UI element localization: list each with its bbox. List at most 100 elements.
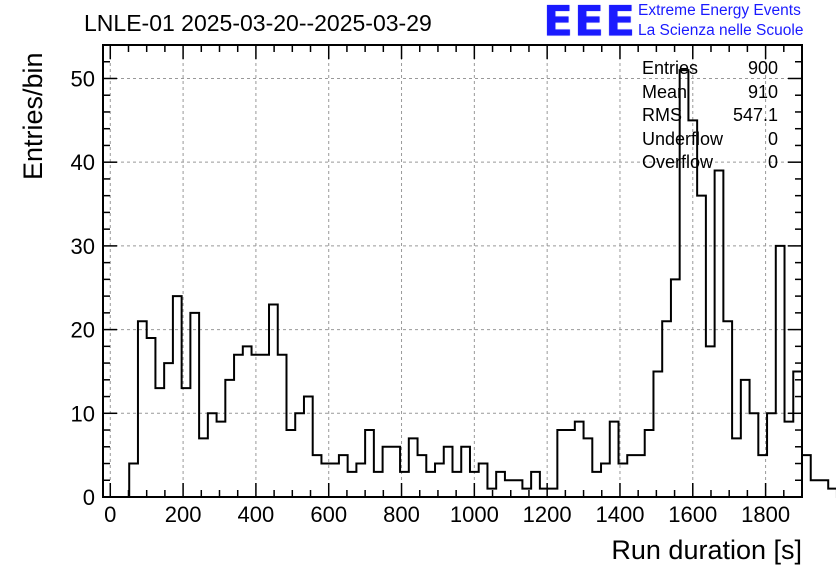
histogram-bin — [409, 438, 418, 497]
histogram-bin — [426, 472, 435, 497]
stat-key: Mean — [642, 81, 688, 102]
histogram-bin — [575, 422, 584, 497]
x-tick-label: 1200 — [523, 502, 572, 527]
histogram-bin — [715, 171, 724, 497]
histogram-bin — [199, 438, 208, 497]
histogram-bin — [269, 304, 278, 497]
histogram-bin — [304, 397, 313, 497]
histogram-bin — [496, 472, 505, 497]
x-tick-label: 1000 — [450, 502, 499, 527]
histogram-bin — [610, 422, 619, 497]
histogram-bin — [514, 480, 523, 497]
y-tick-label: 10 — [71, 401, 95, 426]
y-tick-label: 20 — [71, 318, 95, 343]
eee-logo: EEE — [543, 0, 637, 46]
x-tick-label: 1800 — [741, 502, 790, 527]
histogram-bin — [645, 430, 654, 497]
y-tick-label: 40 — [71, 150, 95, 175]
stat-key: Entries — [642, 58, 699, 78]
histogram-bin — [391, 447, 400, 497]
chart-title: LNLE-01 2025-03-20--2025-03-29 — [84, 10, 432, 36]
x-tick-label: 800 — [383, 502, 420, 527]
stat-key: RMS — [642, 105, 682, 125]
x-tick-label: 0 — [104, 502, 116, 527]
histogram-bin — [653, 371, 662, 497]
histogram-bin — [811, 480, 820, 497]
histogram-line — [128, 69, 836, 498]
logo-line-2: La Scienza nelle Scuole — [638, 22, 804, 39]
histogram-bin — [243, 346, 252, 497]
y-tick-label: 30 — [71, 234, 95, 259]
histogram-bin — [723, 321, 732, 497]
x-tick-label: 200 — [165, 502, 202, 527]
stat-key: Underflow — [642, 128, 724, 149]
histogram-bin — [776, 246, 785, 497]
x-tick-label: 1600 — [668, 502, 717, 527]
x-tick-label: 1400 — [595, 502, 644, 527]
histogram-bin — [671, 279, 680, 497]
histogram-bin — [286, 430, 295, 497]
stat-value: 547.1 — [732, 105, 778, 125]
stat-key: Overflow — [642, 152, 714, 172]
histogram-bin — [584, 438, 593, 497]
histogram-bin — [356, 464, 365, 497]
stat-value: 910 — [747, 81, 778, 102]
plot-frame — [102, 44, 803, 498]
x-tick-label: 600 — [310, 502, 347, 527]
histogram-bin — [819, 480, 828, 497]
histogram-bin — [557, 430, 566, 497]
stat-row-underflow: Underflow 0 — [642, 129, 778, 153]
histogram-bin — [706, 346, 715, 497]
histogram-bin — [461, 447, 470, 497]
histogram-bin — [295, 413, 304, 497]
histogram-bin — [330, 464, 339, 497]
stats-box: Entries 900 Mean 910 RMS 547.1 Underflow… — [642, 58, 778, 176]
histogram-bin — [418, 455, 427, 497]
histogram-bin — [802, 455, 811, 497]
histogram-bin — [383, 447, 392, 497]
logo-line-1: Extreme Energy Events — [638, 2, 801, 19]
stat-row-rms: RMS 547.1 — [642, 105, 778, 129]
histogram-bin — [793, 371, 802, 497]
histogram-bin — [173, 296, 182, 497]
histogram-bin — [147, 338, 156, 497]
histogram-bin — [767, 413, 776, 497]
histogram-bin — [828, 489, 836, 497]
histogram-bin — [479, 464, 488, 497]
histogram-bin — [164, 363, 173, 497]
histogram-bin — [155, 388, 164, 497]
histogram-bin — [750, 413, 759, 497]
stat-value: 0 — [767, 152, 778, 172]
histogram-bin — [636, 455, 645, 497]
histogram-bin — [225, 380, 234, 497]
histogram-bin — [260, 355, 269, 497]
histogram-bin — [138, 321, 147, 497]
stat-row-overflow: Overflow 0 — [642, 152, 778, 176]
stat-row-mean: Mean 910 — [642, 82, 778, 106]
stat-value: 900 — [747, 58, 778, 78]
histogram-bin — [444, 447, 453, 497]
histogram-bin — [531, 472, 540, 497]
y-tick-label: 50 — [71, 66, 95, 91]
histogram-bin — [522, 489, 531, 497]
histogram-bin — [129, 464, 138, 497]
histogram-bin — [741, 380, 750, 497]
x-tick-label: 400 — [238, 502, 275, 527]
histogram-bin — [566, 430, 575, 497]
histogram-bin — [365, 430, 374, 497]
histogram-bin — [313, 455, 322, 497]
histogram-bin — [505, 480, 514, 497]
histogram-bin — [208, 413, 217, 497]
histogram-bin — [627, 455, 636, 497]
histogram-bin — [785, 422, 794, 497]
histogram-bin — [662, 321, 671, 497]
histogram-bin — [348, 472, 357, 497]
histogram-bin — [697, 196, 706, 497]
histogram-bin — [732, 438, 741, 497]
histogram-bin — [217, 422, 226, 497]
x-axis-label: Run duration [s] — [611, 535, 802, 565]
histogram-bin — [278, 355, 287, 497]
y-tick-label: 0 — [83, 485, 95, 510]
histogram-bin — [592, 472, 601, 497]
histogram-bin — [374, 472, 383, 497]
